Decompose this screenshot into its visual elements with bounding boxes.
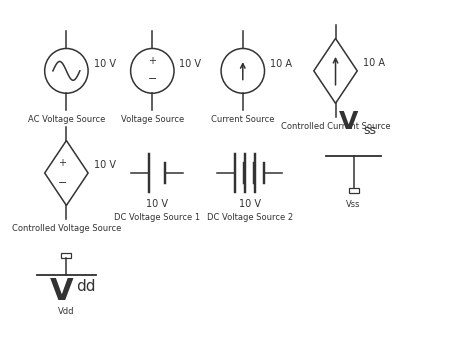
Text: 10 V: 10 V	[238, 199, 261, 209]
Text: Controlled Current Source: Controlled Current Source	[281, 122, 390, 131]
Text: $\mathbf{V}$: $\mathbf{V}$	[338, 110, 360, 134]
Bar	[349, 188, 359, 193]
Text: 10 A: 10 A	[363, 58, 385, 68]
Text: 10 A: 10 A	[270, 59, 292, 69]
Text: DC Voltage Source 2: DC Voltage Source 2	[207, 213, 292, 222]
Text: −: −	[57, 178, 67, 188]
Text: ss: ss	[364, 124, 376, 137]
Text: AC Voltage Source: AC Voltage Source	[27, 115, 105, 124]
Text: dd: dd	[76, 279, 96, 293]
Text: Voltage Source: Voltage Source	[121, 115, 184, 124]
Text: Vss: Vss	[346, 200, 361, 209]
Text: +: +	[58, 158, 66, 168]
Text: 10 V: 10 V	[180, 59, 201, 69]
Text: 10 V: 10 V	[93, 59, 116, 69]
Text: +: +	[148, 56, 156, 66]
Text: −: −	[147, 74, 157, 84]
Text: Vdd: Vdd	[58, 308, 74, 317]
Text: Current Source: Current Source	[211, 115, 274, 124]
Bar	[62, 253, 72, 258]
Text: $\mathbf{V}$: $\mathbf{V}$	[49, 277, 74, 306]
Text: DC Voltage Source 1: DC Voltage Source 1	[114, 213, 200, 222]
Text: Controlled Voltage Source: Controlled Voltage Source	[12, 224, 121, 233]
Text: 10 V: 10 V	[93, 160, 116, 170]
Text: 10 V: 10 V	[146, 199, 168, 209]
